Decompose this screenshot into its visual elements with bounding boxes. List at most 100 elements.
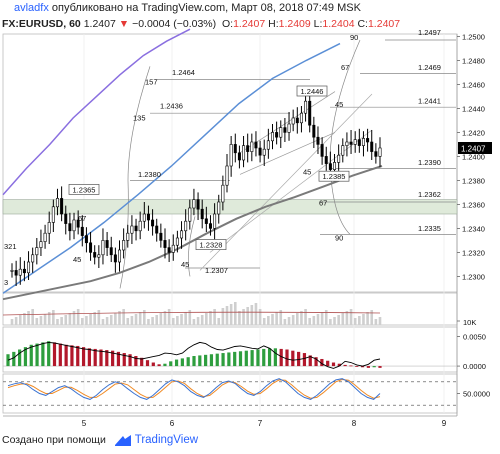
fan-arc: [188, 216, 196, 277]
angle-label: 90: [335, 233, 343, 242]
macd-histogram-bar: [273, 348, 277, 367]
x-tick-label: 6: [170, 419, 175, 428]
macd-histogram-bar: [378, 366, 382, 368]
candle-body: [109, 247, 113, 256]
candle-body: [221, 184, 225, 203]
macd-histogram-bar: [180, 358, 184, 367]
macd-histogram-bar: [192, 356, 196, 367]
volume-bar: [254, 303, 258, 325]
macd-histogram-bar: [76, 345, 80, 367]
volume-bar: [279, 310, 283, 325]
symbol-name[interactable]: FX:EURUSD, 60: [2, 18, 81, 30]
volume-bar: [225, 306, 229, 325]
volume-bar: [238, 311, 241, 325]
candle-body: [39, 241, 43, 248]
volume-bar: [262, 318, 266, 325]
candle-body: [64, 213, 68, 224]
volume-bar: [184, 312, 187, 325]
angle-label: 157: [145, 77, 158, 86]
volume-bar: [213, 309, 216, 325]
candle-body: [204, 218, 208, 224]
candle-body: [374, 151, 378, 157]
volume-bar: [358, 316, 361, 325]
volume-bar: [233, 302, 237, 325]
candle-body: [266, 140, 270, 150]
candle-body: [337, 154, 341, 163]
volume-bar: [221, 308, 225, 325]
candle-body: [180, 230, 184, 239]
price-label: 1.2441: [418, 97, 441, 106]
volume-bar: [35, 318, 39, 325]
price-label: 1.2385: [323, 172, 346, 181]
volume-bar: [171, 318, 175, 325]
macd-histogram-bar: [314, 357, 318, 367]
candle-body: [55, 198, 59, 208]
volume-bar: [97, 310, 101, 325]
chart-header: avladfx опубликовано на TradingView.com,…: [0, 0, 500, 34]
volume-bar: [18, 315, 22, 325]
macd-histogram-bar: [244, 350, 248, 367]
candle-body: [105, 240, 109, 248]
volume-axis-label: 10K: [463, 318, 476, 327]
candle-body: [89, 242, 93, 253]
volume-bar: [43, 314, 47, 325]
candle-body: [167, 247, 171, 253]
candle-body: [279, 127, 283, 138]
macd-histogram-bar: [372, 366, 376, 368]
volume-bar: [85, 316, 88, 325]
price-label: 1.2362: [418, 190, 441, 199]
volume-bar: [143, 310, 146, 325]
candle-body: [51, 206, 55, 223]
macd-histogram-bar: [297, 351, 301, 367]
candle-body: [275, 132, 279, 138]
candle-body: [270, 132, 274, 142]
volume-bar: [56, 319, 59, 325]
candle-body: [155, 225, 159, 234]
candle-body: [138, 220, 142, 232]
volume-bar: [176, 316, 179, 325]
angle-label: 45: [181, 260, 189, 269]
price-tick-label: 1.2380: [462, 176, 485, 185]
macd-histogram-bar: [87, 348, 91, 367]
candle-body: [130, 225, 134, 234]
author-name[interactable]: avladfx: [14, 2, 49, 14]
macd-signal-line: [7, 341, 381, 369]
macd-histogram-bar: [64, 344, 68, 367]
candle-body: [213, 213, 217, 229]
volume-bar: [27, 311, 30, 325]
price-label-box: [318, 170, 350, 182]
candle-body: [97, 254, 101, 258]
candle-body: [22, 268, 26, 274]
volume-bar: [159, 313, 163, 325]
candle-body: [295, 117, 299, 124]
macd-histogram-bar: [267, 348, 272, 367]
volume-bar: [47, 312, 51, 325]
last-price-badge: [458, 142, 492, 154]
volume-bar: [362, 314, 365, 325]
macd-tick-label: 0.0000: [463, 362, 486, 371]
open-label: O:: [221, 18, 234, 30]
fan-ray: [209, 129, 373, 253]
price-tick-label: 1.2500: [462, 32, 485, 41]
volume-bar: [283, 319, 287, 325]
volume-bar: [229, 304, 233, 325]
low-value: 1.2404: [322, 18, 355, 30]
price-label: 1.2390: [418, 158, 441, 167]
volume-bar: [31, 309, 34, 325]
volume-bar: [14, 317, 18, 325]
candle-body: [312, 124, 316, 138]
candle-body: [142, 213, 146, 222]
tradingview-brand[interactable]: TradingView: [134, 434, 199, 446]
low-label: L:: [313, 18, 323, 30]
volume-bar: [130, 316, 134, 325]
close-value: 1.2407: [367, 18, 401, 30]
macd-histogram-bar: [35, 343, 39, 367]
macd-histogram-bar: [81, 347, 86, 367]
volume-bar: [134, 314, 138, 325]
candle-body: [196, 199, 200, 210]
volume-bar: [80, 318, 84, 325]
macd-histogram-bar: [29, 344, 33, 367]
macd-histogram-bar: [291, 350, 295, 367]
volume-bar: [349, 309, 353, 325]
